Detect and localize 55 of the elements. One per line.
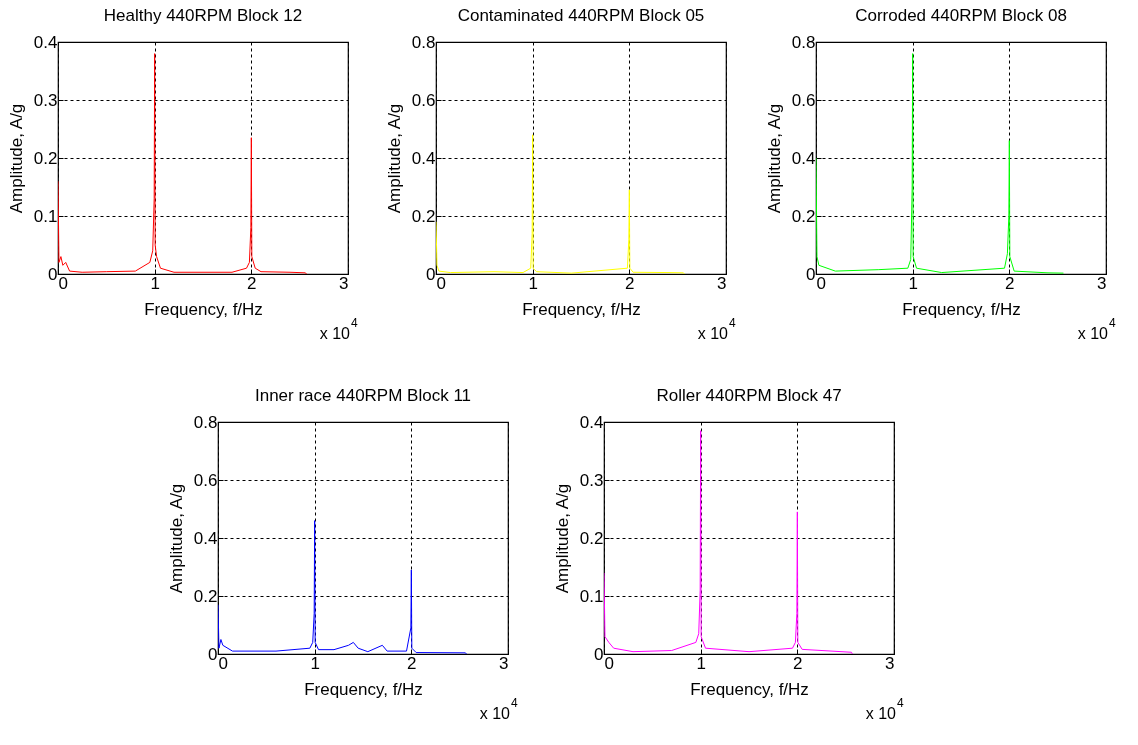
x-tick-label: 1 — [696, 653, 706, 673]
y-axis-title: Amplitude, A/g — [764, 103, 784, 214]
y-tick-label: 0.8 — [791, 32, 816, 52]
chart-title: Roller 440RPM Block 47 — [656, 386, 842, 405]
x-tick-label: 3 — [339, 273, 349, 293]
x-tick-label: 1 — [150, 273, 160, 293]
x-tick-label: 1 — [908, 273, 918, 293]
y-tick-label: 0.6 — [411, 90, 436, 110]
x-axis-title: Frequency, f/Hz — [304, 679, 423, 699]
y-tick-label: 0.4 — [193, 528, 218, 548]
y-tick-label: 0.6 — [193, 470, 218, 490]
y-tick-label: 0.2 — [791, 206, 816, 226]
x-axis-title: Frequency, f/Hz — [902, 299, 1021, 319]
x-axis-title: Frequency, f/Hz — [690, 679, 809, 699]
x-tick-label: 3 — [885, 653, 895, 673]
chart-title: Healthy 440RPM Block 12 — [103, 6, 303, 25]
x-tick-label: 2 — [625, 273, 635, 293]
line-series — [436, 134, 685, 274]
x-axis-title: Frequency, f/Hz — [144, 299, 263, 319]
x-tick-label: 1 — [528, 273, 538, 293]
y-tick-label: 0.2 — [193, 586, 218, 606]
y-tick-label: 0.4 — [579, 412, 604, 432]
y-tick-label: 0.8 — [411, 32, 436, 52]
chart-title: Corroded 440RPM Block 08 — [855, 6, 1067, 25]
y-axis-title: Amplitude, A/g — [166, 483, 186, 594]
x-tick-label: 1 — [310, 653, 320, 673]
y-axis-title: Amplitude, A/g — [384, 103, 404, 214]
y-tick-label: 0.3 — [579, 470, 604, 490]
x-tick-label: 2 — [1005, 273, 1015, 293]
y-axis-title: Amplitude, A/g — [6, 103, 26, 214]
y-tick-label: 0.1 — [33, 206, 58, 226]
line-series — [218, 520, 467, 654]
x-tick-label: 3 — [499, 653, 509, 673]
y-axis-title: Amplitude, A/g — [552, 483, 572, 594]
chart-title: Inner race 440RPM Block 11 — [254, 386, 472, 405]
y-tick-label: 0.1 — [579, 586, 604, 606]
y-tick-label: 0.4 — [791, 148, 816, 168]
x-tick-label: 2 — [247, 273, 257, 293]
chart-title: Contaminated 440RPM Block 05 — [457, 6, 705, 25]
y-tick-label: 0.4 — [33, 32, 58, 52]
line-series — [816, 53, 1064, 274]
x-tick-label: 3 — [717, 273, 727, 293]
y-tick-label: 0.8 — [193, 412, 218, 432]
y-tick-label: 0.2 — [33, 148, 58, 168]
y-tick-label: 0.3 — [33, 90, 58, 110]
line-series — [604, 430, 853, 654]
y-tick-label: 0.2 — [579, 528, 604, 548]
x-tick-label: 2 — [407, 653, 417, 673]
x-tick-label: 3 — [1097, 273, 1107, 293]
x-axis-title: Frequency, f/Hz — [522, 299, 641, 319]
y-tick-label: 0.6 — [791, 90, 816, 110]
x-tick-label: 2 — [793, 653, 803, 673]
y-tick-label: 0.2 — [411, 206, 436, 226]
line-series — [58, 53, 307, 274]
y-tick-label: 0.4 — [411, 148, 436, 168]
